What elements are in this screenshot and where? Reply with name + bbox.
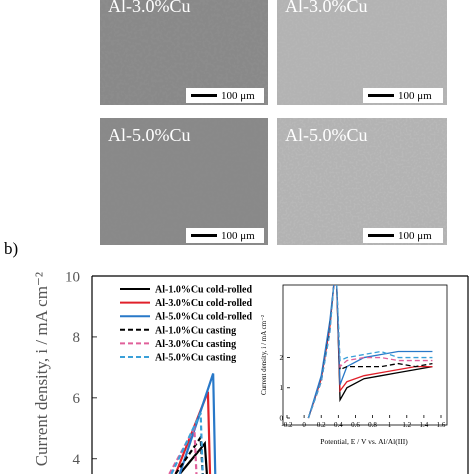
data-line [307,285,433,419]
x-tick-label: 1.6 [437,421,446,429]
panel-label: Al-5.0%Cu [108,125,191,145]
scale-bar-label: 100 μm [221,230,255,242]
panel-label: Al-3.0%Cu [285,0,368,16]
y-tick-label: 8 [73,330,81,346]
x-tick-label: 0.6 [351,421,360,429]
micrograph: Al-5.0%Cu 100 μm [100,118,268,245]
micrograph: Al-5.0%Cu 100 μm [277,118,447,245]
legend-label: Al-5.0%Cu casting [155,353,236,364]
legend-label: Al-1.0%Cu cold-rolled [155,285,252,296]
inset-frame [282,284,448,426]
x-tick-label: 1.4 [420,421,429,429]
inset-y-axis-label: Current density, i / mA cm⁻² [260,315,268,395]
legend-label: Al-3.0%Cu casting [155,339,236,350]
micrograph: Al-3.0%Cu 100 μm [277,0,447,105]
plot-area [168,373,217,474]
legend-label: Al-3.0%Cu cold-rolled [155,298,252,309]
x-tick-label: 0.8 [368,421,377,429]
data-line [170,412,204,474]
scale-bar-label: 100 μm [398,230,432,242]
data-line [307,285,433,419]
scale-bar-label: 100 μm [398,90,432,102]
y-tick-label: 4 [73,452,81,468]
panel-label: Al-3.0%Cu [108,0,191,16]
x-tick-label: 0.4 [334,421,343,429]
y-tick-label: 2 [280,354,284,362]
micrograph: Al-3.0%Cu 100 μm [100,0,268,105]
x-tick-label: -0.2 [281,421,293,429]
x-tick-label: 0 [302,421,306,429]
legend-label: Al-1.0%Cu casting [155,325,236,336]
y-tick-label: 10 [65,269,80,285]
x-tick-label: 1 [388,421,392,429]
data-line [307,285,433,419]
y-tick-label: 6 [73,391,81,407]
y-axis-label: Current density, i / mA cm⁻² [32,272,51,466]
inset-x-axis-label: Potential, E / V vs. Al/Al(III) [320,437,408,446]
x-tick-label: 0.2 [317,421,326,429]
legend-label: Al-5.0%Cu cold-rolled [155,312,252,323]
plot-frame [91,275,469,474]
scale-bar-label: 100 μm [221,90,255,102]
x-tick-label: 1.2 [402,421,411,429]
y-tick-label: 1 [280,384,284,392]
panel-label: Al-5.0%Cu [285,125,368,145]
y-tick-label: 0 [280,414,284,422]
plot-area [307,285,433,419]
figure-label: b) [4,239,18,258]
data-line [178,440,208,474]
data-line [178,373,217,474]
